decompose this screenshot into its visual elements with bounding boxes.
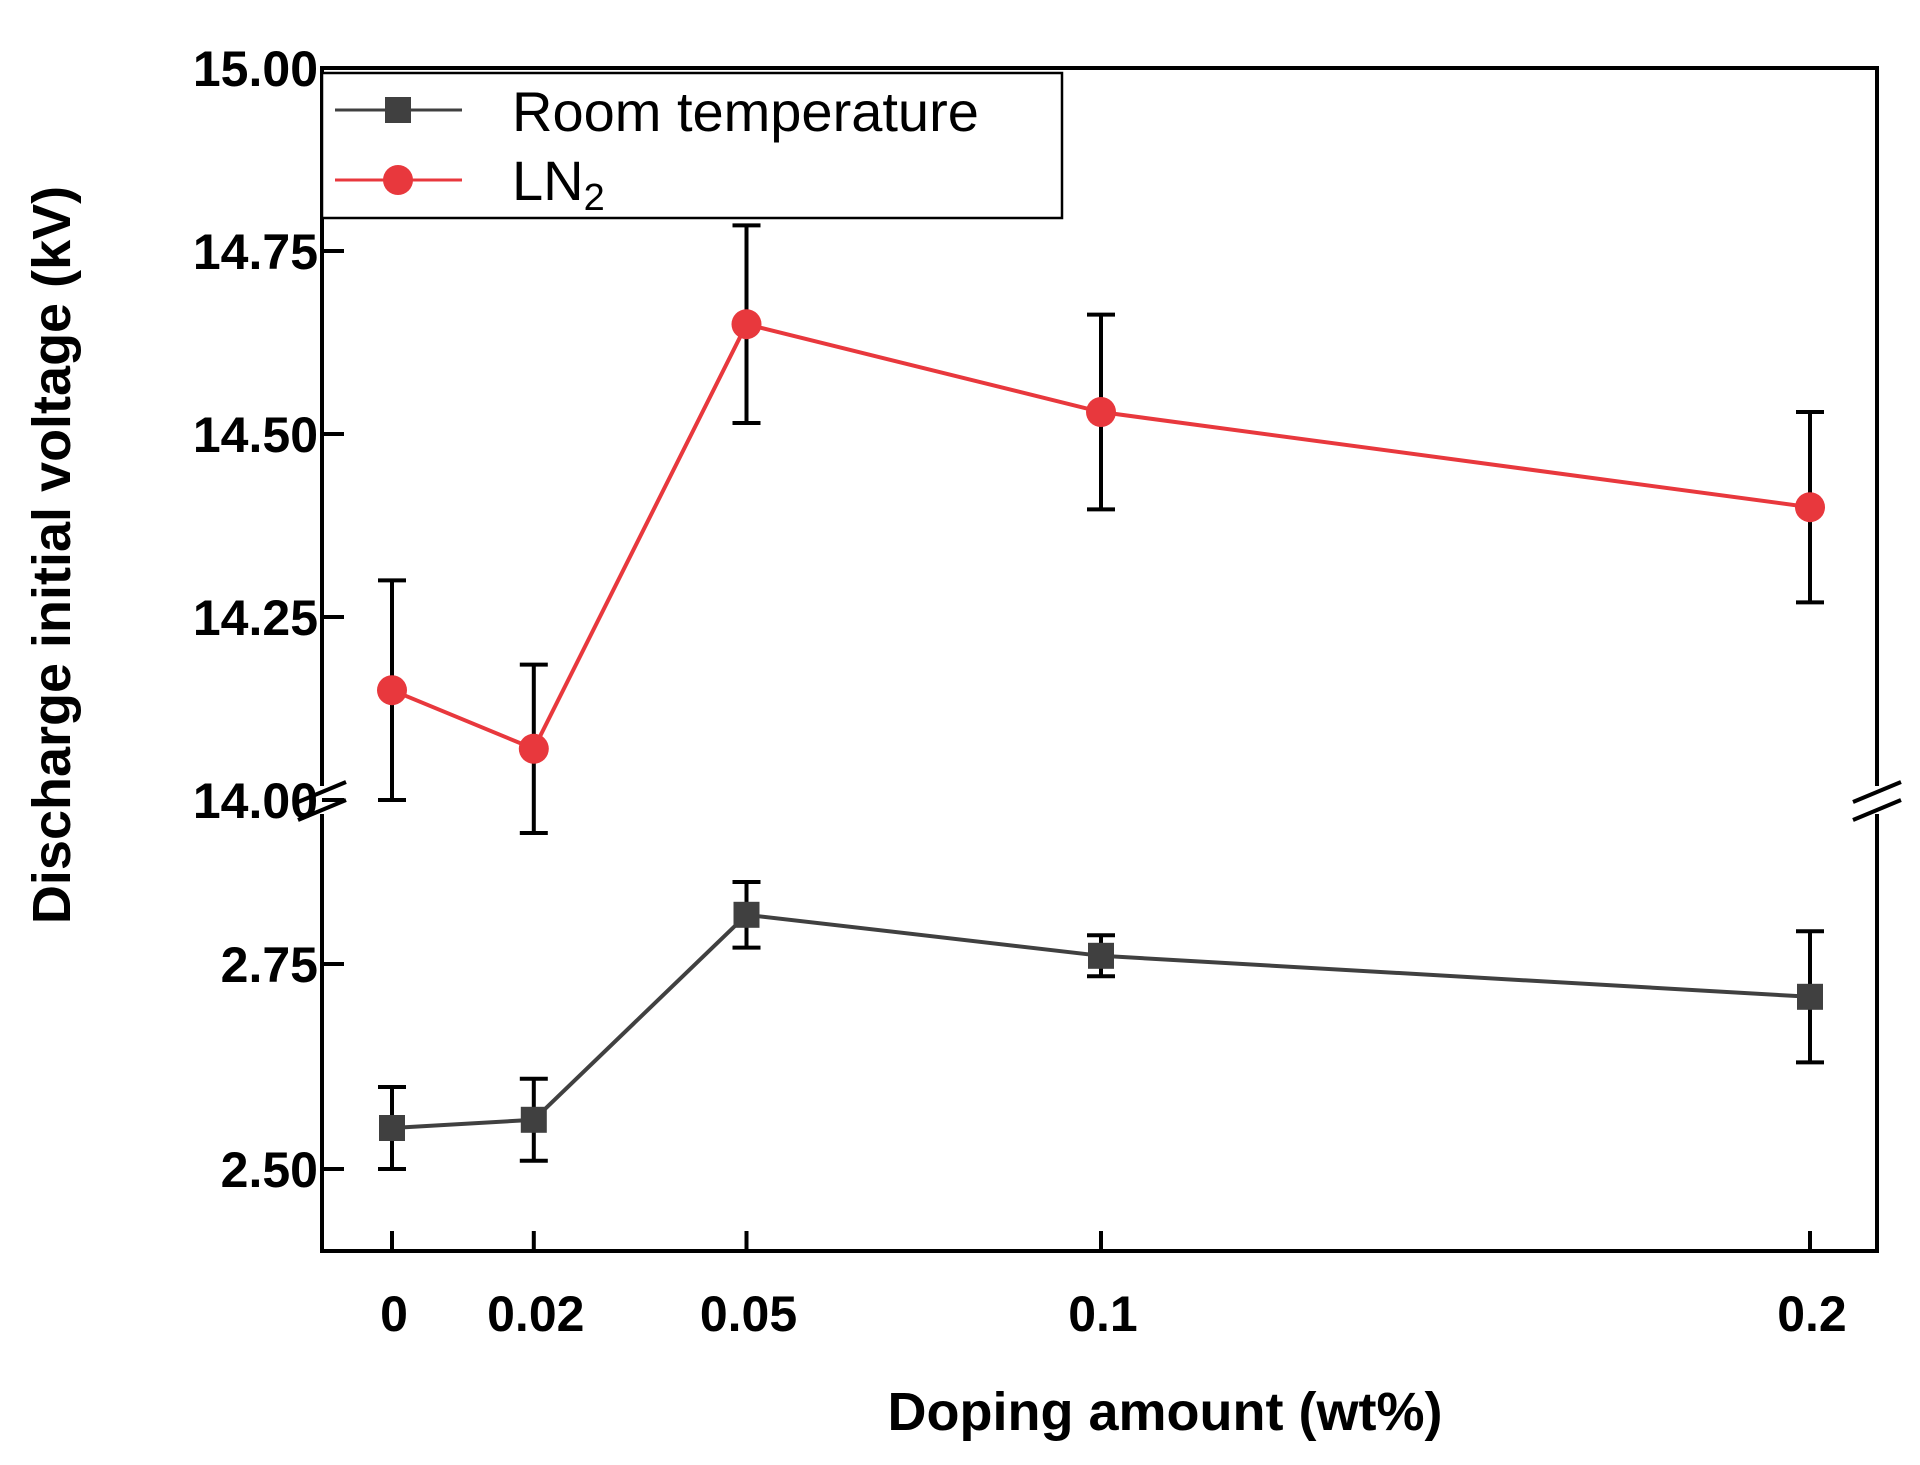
- data-point: [733, 901, 760, 928]
- legend-marker-room-temperature: [385, 97, 411, 123]
- legend-label-room-temperature: Room temperature: [512, 80, 979, 143]
- axis-break-slash: [1852, 780, 1902, 804]
- series-layer: [377, 223, 1825, 1171]
- y-tick-label: 14.50: [193, 407, 318, 463]
- data-point: [1797, 983, 1823, 1010]
- series-room-temperature: [378, 880, 1824, 1171]
- series-ln2: [377, 223, 1825, 835]
- legend-label-ln2: LN2: [512, 149, 605, 219]
- y-tick-label: 2.50: [221, 1142, 318, 1198]
- x-tick-label: 0.05: [700, 1286, 797, 1342]
- y-tick-label: 14.25: [193, 590, 318, 646]
- axis-break-slash: [297, 780, 347, 804]
- x-tick-label: 0.2: [1777, 1286, 1847, 1342]
- x-tick-label: 0.1: [1068, 1286, 1138, 1342]
- legend-marker-ln2: [383, 165, 413, 195]
- data-point: [520, 1106, 547, 1133]
- y-tick-label: 2.75: [221, 937, 318, 993]
- legend: Room temperature LN2: [320, 71, 1064, 220]
- legend-box: [320, 71, 1064, 220]
- data-point: [731, 309, 762, 340]
- legend-label-ln2-main: LN: [512, 149, 584, 212]
- axis-break-slash: [297, 798, 347, 822]
- data-point: [1088, 942, 1114, 969]
- y-tick-label: 15.00: [193, 41, 318, 97]
- axis-break-marks: [297, 780, 1902, 822]
- data-point: [1086, 397, 1116, 428]
- x-axis-title: Doping amount (wt%): [888, 1382, 1443, 1442]
- plot-frame: [320, 66, 1879, 1253]
- x-axis: 0 0.02 0.05 0.1 0.2: [380, 1231, 1847, 1342]
- data-point: [518, 733, 549, 764]
- y-tick-label: 14.00: [193, 773, 318, 829]
- data-point: [1795, 492, 1825, 523]
- y-tick-label: 14.75: [193, 224, 318, 280]
- data-point: [379, 1115, 405, 1141]
- x-tick-label: 0: [380, 1286, 408, 1342]
- x-tick-label: 0.02: [487, 1286, 584, 1342]
- data-point: [377, 675, 407, 706]
- y-axis-title: Discharge initial voltage (kV): [22, 186, 82, 924]
- legend-label-ln2-subscript: 2: [584, 177, 605, 219]
- axis-break-slash: [1852, 798, 1902, 822]
- y-axis: 14.00 14.25 14.50 14.75 15.00 2.50 2.75: [193, 41, 344, 1198]
